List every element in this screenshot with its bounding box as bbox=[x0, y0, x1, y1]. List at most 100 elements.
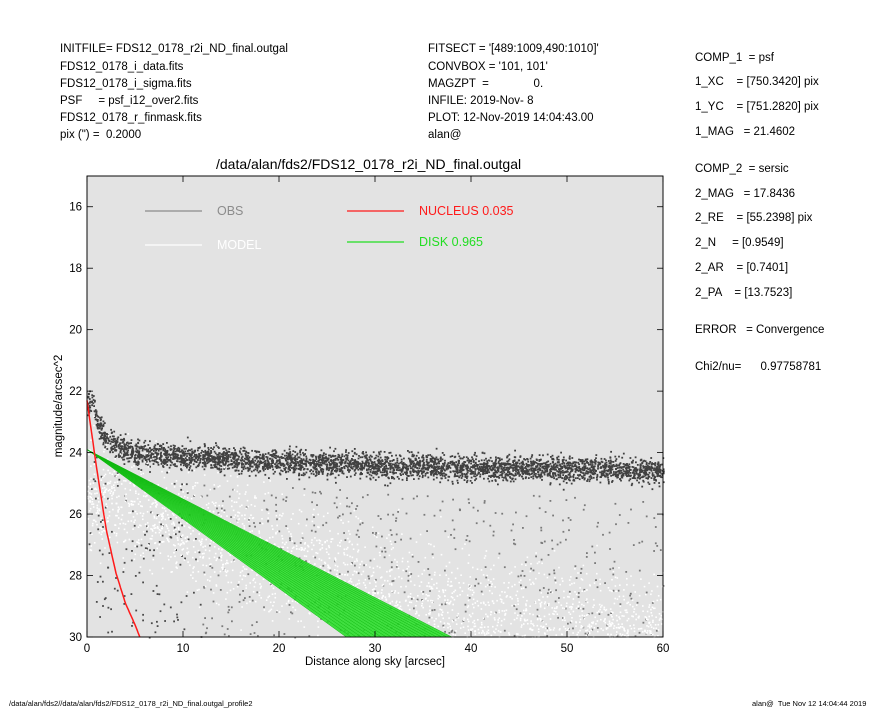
obs-point bbox=[235, 453, 238, 456]
obs-point bbox=[504, 468, 506, 471]
obs-point bbox=[247, 467, 250, 470]
obs-point bbox=[381, 474, 383, 477]
obs-point bbox=[184, 457, 187, 459]
obs-point bbox=[359, 473, 362, 476]
model-point bbox=[473, 591, 475, 594]
obs-point bbox=[234, 461, 236, 464]
model-point bbox=[614, 585, 617, 587]
obs-point bbox=[248, 525, 251, 527]
obs-point bbox=[168, 459, 170, 462]
obs-point bbox=[202, 454, 205, 456]
obs-point bbox=[583, 478, 586, 481]
obs-point bbox=[248, 456, 251, 459]
obs-point bbox=[309, 459, 312, 462]
obs-point bbox=[258, 463, 261, 466]
obs-point bbox=[288, 604, 291, 606]
obs-point bbox=[164, 461, 166, 464]
obs-point bbox=[532, 460, 535, 463]
obs-point bbox=[116, 472, 119, 475]
model-point bbox=[102, 476, 104, 479]
obs-point bbox=[508, 458, 511, 461]
obs-point bbox=[517, 470, 520, 473]
obs-point bbox=[213, 450, 216, 453]
obs-point bbox=[439, 460, 441, 462]
obs-point bbox=[247, 573, 250, 576]
header-middle-line: FITSECT = '[489:1009,490:1010]' bbox=[428, 43, 599, 55]
obs-point bbox=[91, 400, 93, 403]
obs-point bbox=[516, 472, 519, 475]
obs-point bbox=[463, 461, 466, 463]
obs-point bbox=[238, 462, 241, 464]
obs-point bbox=[537, 473, 540, 476]
obs-point bbox=[336, 463, 338, 466]
obs-point bbox=[363, 465, 366, 468]
obs-point bbox=[375, 545, 378, 548]
obs-point bbox=[431, 609, 434, 612]
obs-point bbox=[396, 459, 399, 462]
obs-point bbox=[494, 473, 497, 476]
obs-point bbox=[497, 470, 500, 473]
model-point bbox=[648, 604, 651, 606]
obs-point bbox=[317, 463, 320, 466]
obs-point bbox=[635, 470, 637, 472]
obs-point bbox=[432, 457, 435, 460]
obs-point bbox=[132, 451, 134, 454]
obs-point bbox=[285, 500, 287, 502]
obs-point bbox=[206, 494, 209, 497]
obs-point bbox=[123, 561, 126, 564]
obs-point bbox=[159, 448, 162, 451]
obs-point bbox=[272, 472, 275, 475]
obs-point bbox=[197, 463, 200, 466]
obs-point bbox=[400, 471, 403, 473]
obs-point bbox=[477, 472, 480, 475]
obs-point bbox=[204, 617, 206, 619]
obs-point bbox=[177, 446, 180, 449]
model-point bbox=[603, 620, 605, 622]
obs-point bbox=[599, 471, 601, 474]
obs-point bbox=[483, 452, 486, 455]
obs-point bbox=[116, 437, 119, 440]
obs-point bbox=[115, 442, 118, 445]
model-point bbox=[342, 562, 345, 564]
model-point bbox=[140, 505, 142, 507]
model-point bbox=[381, 584, 384, 587]
model-point bbox=[563, 616, 566, 619]
obs-point bbox=[231, 452, 234, 454]
model-point bbox=[567, 627, 570, 630]
obs-point bbox=[216, 468, 219, 470]
obs-point bbox=[148, 543, 150, 545]
obs-point bbox=[501, 472, 504, 475]
obs-point bbox=[494, 465, 497, 467]
obs-point bbox=[515, 463, 518, 466]
obs-point bbox=[428, 573, 431, 576]
obs-point bbox=[556, 458, 559, 461]
obs-point bbox=[197, 465, 199, 467]
obs-point bbox=[361, 467, 364, 469]
obs-point bbox=[461, 464, 464, 467]
obs-point bbox=[309, 470, 311, 473]
obs-point bbox=[552, 461, 554, 464]
obs-point bbox=[164, 450, 166, 452]
model-point bbox=[98, 509, 101, 512]
obs-point bbox=[437, 471, 439, 473]
param-line: 1_YC = [751.2820] pix bbox=[695, 101, 819, 113]
obs-point bbox=[385, 456, 388, 459]
obs-point bbox=[153, 459, 156, 462]
obs-point bbox=[425, 468, 428, 471]
model-point bbox=[93, 473, 96, 476]
obs-point bbox=[110, 438, 113, 441]
model-point bbox=[133, 485, 136, 487]
obs-point bbox=[354, 459, 356, 462]
obs-point bbox=[264, 459, 267, 462]
obs-point bbox=[483, 464, 485, 467]
obs-point bbox=[202, 455, 205, 458]
obs-point bbox=[164, 453, 166, 455]
model-point bbox=[451, 619, 454, 622]
obs-point bbox=[169, 536, 172, 538]
obs-point bbox=[144, 448, 146, 451]
obs-point bbox=[573, 461, 576, 463]
model-point bbox=[124, 539, 127, 542]
obs-point bbox=[169, 459, 172, 462]
obs-point bbox=[293, 542, 296, 545]
obs-point bbox=[410, 451, 413, 453]
